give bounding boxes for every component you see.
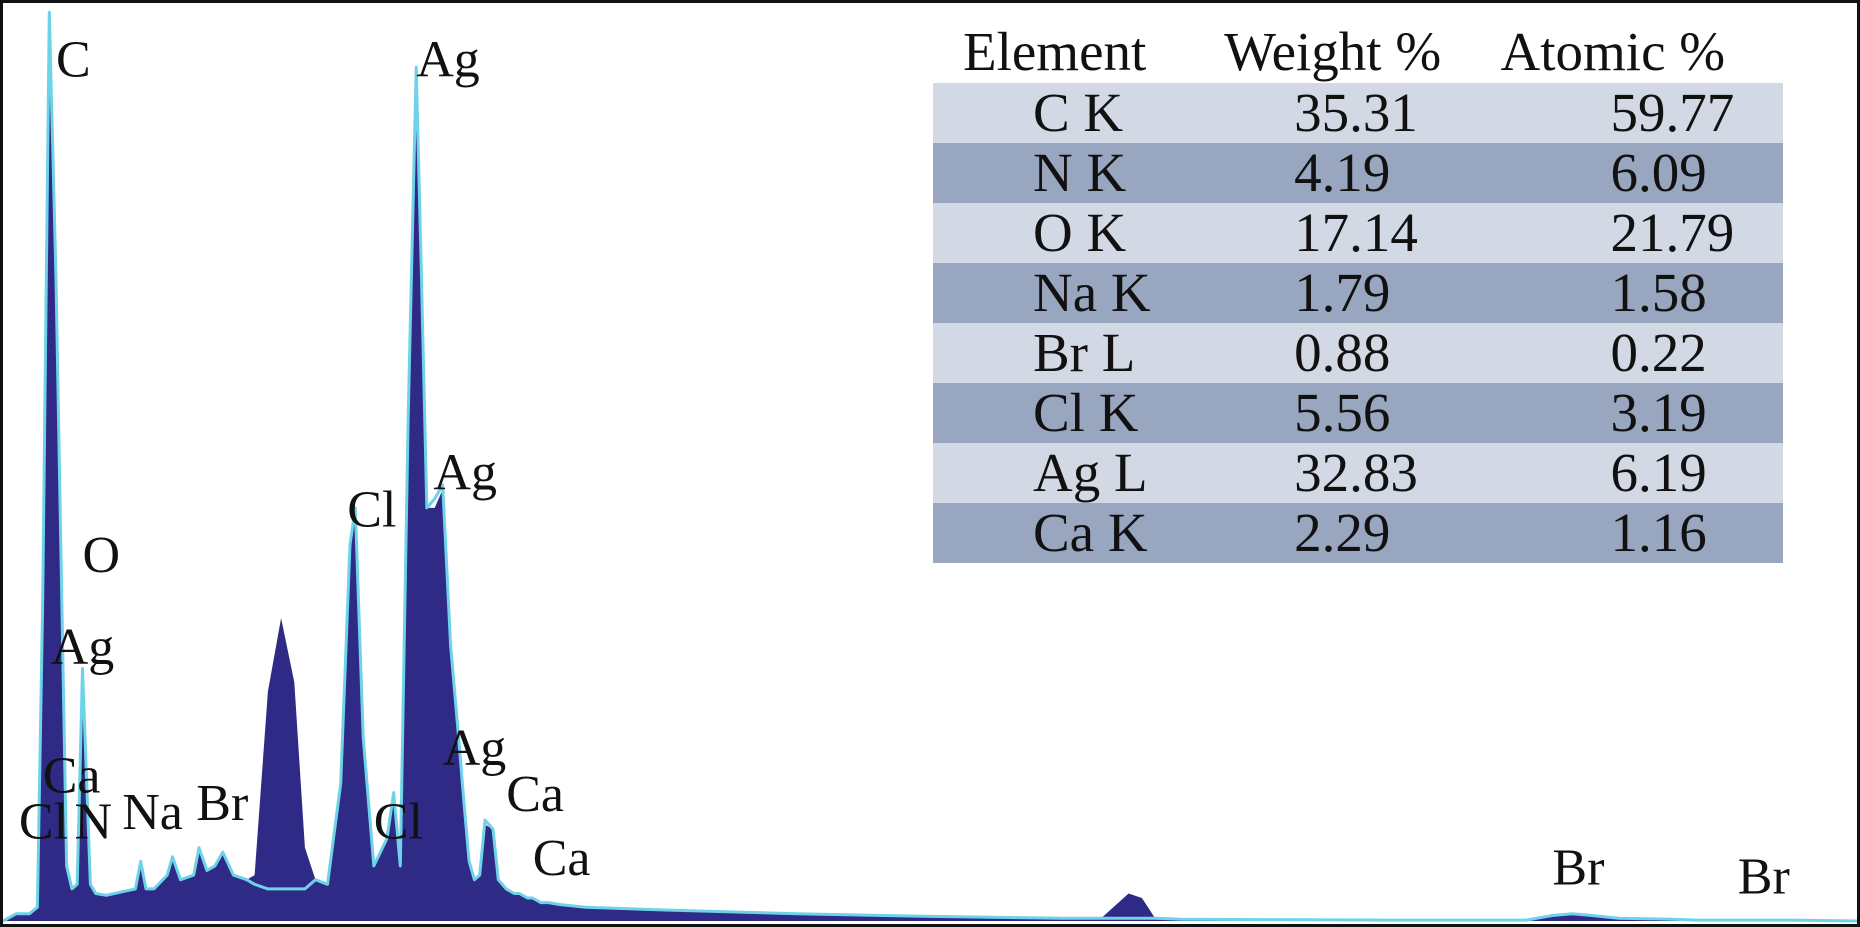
cell-weight-percent: 17.14 (1194, 203, 1491, 263)
series-layer (3, 10, 1857, 923)
peak-label-ag: Ag (51, 619, 115, 676)
cell-atomic-percent: 3.19 (1490, 383, 1783, 443)
cell-element: N K (933, 143, 1195, 203)
cell-weight-percent: 5.56 (1194, 383, 1491, 443)
peak-label-ag: Ag (416, 31, 480, 88)
cell-atomic-percent: 1.16 (1490, 503, 1783, 563)
table-row: C K 35.31 59.77 (933, 83, 1783, 143)
header-element: Element (963, 21, 1147, 82)
cell-element: O K (933, 203, 1195, 263)
peak-label-cl: Cl (19, 793, 68, 850)
cell-element: Na K (933, 263, 1195, 323)
table-row: Ag L 32.83 6.19 (933, 443, 1783, 503)
peak-label-ca: Ca (43, 748, 101, 805)
cell-weight-percent: 4.19 (1194, 143, 1491, 203)
cell-weight-percent: 2.29 (1194, 503, 1491, 563)
cell-element: Cl K (933, 383, 1195, 443)
peak-label-br: Br (1552, 839, 1604, 896)
table-row: Ca K 2.29 1.16 (933, 503, 1783, 563)
peak-label-ca: Ca (506, 766, 564, 823)
peak-label-br: Br (1738, 849, 1790, 906)
cell-element: C K (933, 83, 1195, 143)
table-header-row: Element Weight % Atomic % (933, 21, 1783, 83)
cell-atomic-percent: 59.77 (1490, 83, 1783, 143)
cell-element: Br L (933, 323, 1195, 383)
header-atomic-percent: Atomic % (1500, 21, 1726, 82)
cell-atomic-percent: 0.22 (1490, 323, 1783, 383)
cell-atomic-percent: 6.19 (1490, 443, 1783, 503)
peak-label-cl: Cl (374, 793, 423, 850)
table-row: O K 17.14 21.79 (933, 203, 1783, 263)
cell-weight-percent: 0.88 (1194, 323, 1491, 383)
table-row: N K 4.19 6.09 (933, 143, 1783, 203)
peak-label-c: C (56, 31, 91, 88)
cell-atomic-percent: 6.09 (1490, 143, 1783, 203)
header-weight-percent: Weight % (1224, 21, 1442, 82)
spectrum-outline-line (3, 10, 1857, 923)
peak-label-na: Na (122, 784, 183, 841)
peak-label-ca: Ca (533, 830, 591, 887)
cell-weight-percent: 1.79 (1194, 263, 1491, 323)
peak-label-n: N (75, 793, 113, 850)
cell-atomic-percent: 21.79 (1490, 203, 1783, 263)
cell-atomic-percent: 1.58 (1490, 263, 1783, 323)
peak-label-o: O (83, 527, 121, 584)
peak-label-ag: Ag (433, 445, 497, 502)
cell-element: Ca K (933, 503, 1195, 563)
table-body: C K 35.31 59.77 N K 4.19 6.09 O K 17.14 21.79 Na … (933, 83, 1783, 563)
cell-weight-percent: 35.31 (1194, 83, 1491, 143)
element-composition-table: Element Weight % Atomic % C K 35.31 59.77 N… (933, 21, 1783, 563)
table-row: Na K 1.79 1.58 (933, 263, 1783, 323)
peak-label-br: Br (196, 775, 248, 832)
cell-element: Ag L (933, 443, 1195, 503)
peak-label-ag: Ag (443, 720, 507, 777)
table-row: Br L 0.88 0.22 (933, 323, 1783, 383)
table-row: Cl K 5.56 3.19 (933, 383, 1783, 443)
peak-label-cl: Cl (347, 481, 396, 538)
cell-weight-percent: 32.83 (1194, 443, 1491, 503)
